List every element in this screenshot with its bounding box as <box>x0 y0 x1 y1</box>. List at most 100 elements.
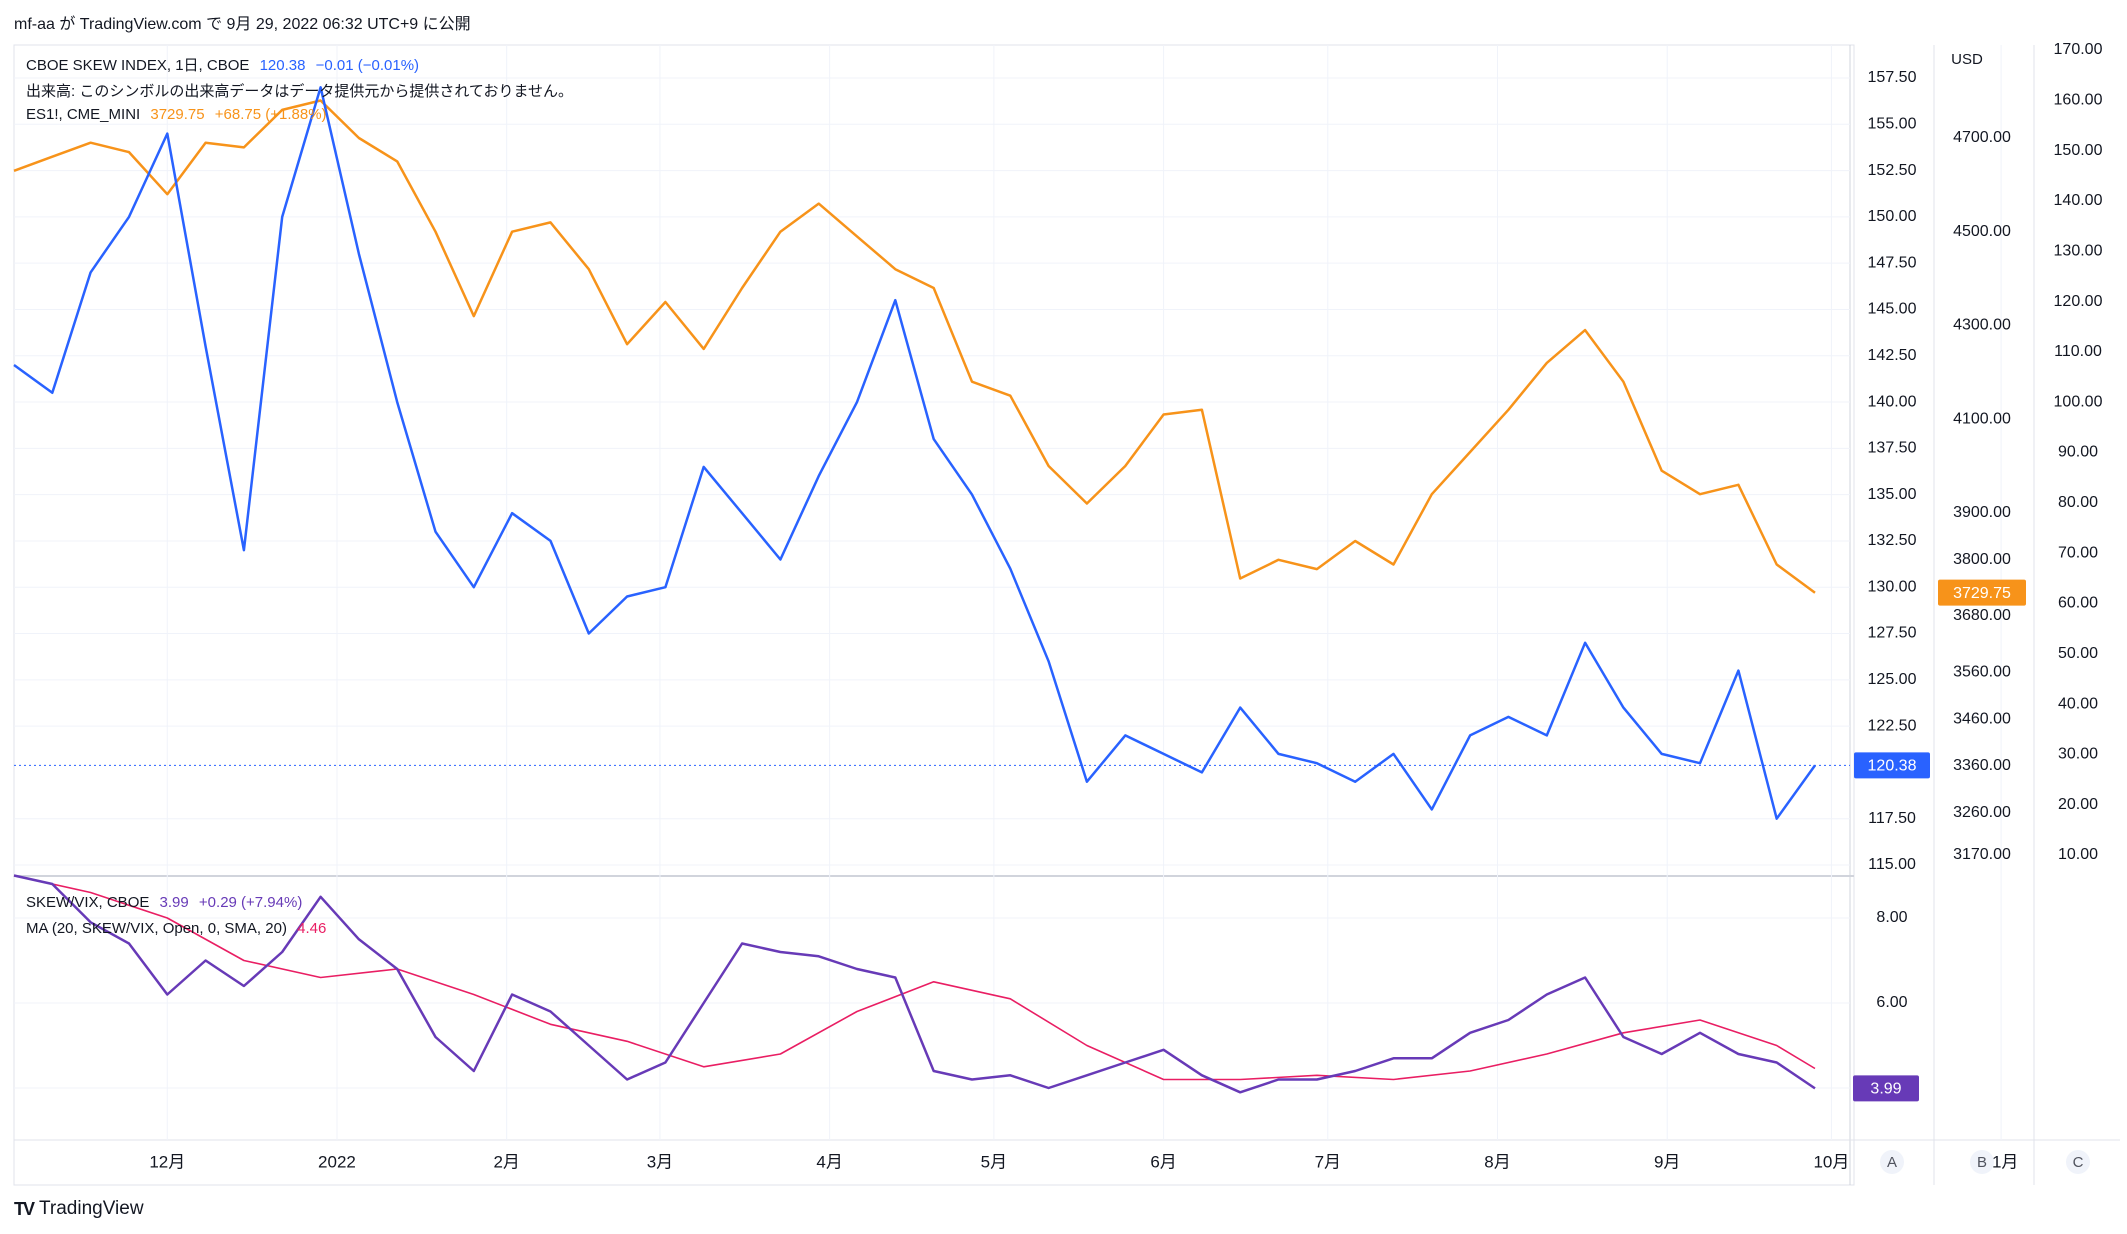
es-last-badge: 3729.75 <box>1953 585 2011 602</box>
x-tick-label: 2022 <box>318 1152 356 1171</box>
skew-axis-tick: 140.00 <box>1868 393 1917 410</box>
ratio-axis-tick: 8.00 <box>1876 909 1907 926</box>
skew-axis-tick: 145.00 <box>1868 301 1917 318</box>
skew-axis-tick: 152.50 <box>1868 162 1917 179</box>
x-tick-label: 2月 <box>493 1152 519 1171</box>
vix-axis-tick: 70.00 <box>2058 544 2098 561</box>
skew-axis-tick: 155.00 <box>1868 116 1917 133</box>
skew-axis-tick: 125.00 <box>1868 671 1917 688</box>
legend-main-symbol[interactable]: CBOE SKEW INDEX, 1日, CBOE <box>26 57 250 74</box>
skew-axis-tick: 117.50 <box>1868 810 1916 827</box>
legend-main-value: 120.38 <box>259 57 306 74</box>
vix-axis-tick: 50.00 <box>2058 645 2098 662</box>
skew-axis-tick: 157.50 <box>1868 69 1917 86</box>
skew-axis-tick: 122.50 <box>1868 717 1917 734</box>
series-layer <box>13 86 1850 1094</box>
legend-es-symbol[interactable]: ES1!, CME_MINI <box>26 106 141 123</box>
vix-axis-tick: 30.00 <box>2058 746 2098 763</box>
scale-button-b[interactable] <box>1970 1150 1994 1174</box>
skew-series-line <box>13 86 1817 820</box>
x-tick-label: 12月 <box>149 1152 185 1171</box>
legend-ratio-value: 3.99 <box>159 894 189 911</box>
vix-axis-tick: 140.00 <box>2054 192 2103 209</box>
es-axis-tick: 4100.00 <box>1953 410 2011 427</box>
chart-frame <box>13 44 1855 1186</box>
legend-ma: MA (20, SKEW/VIX, Open, 0, SMA, 20) 4.46 <box>26 920 332 937</box>
legend-ratio: SKEW/VIX, CBOE 3.99 +0.29 (+7.94%) <box>26 894 308 911</box>
skew-axis-tick: 132.50 <box>1868 532 1917 549</box>
skew-axis-tick: 142.50 <box>1868 347 1917 364</box>
legend-es: ES1!, CME_MINI 3729.75 +68.75 (+1.88%) <box>26 106 333 123</box>
vix-axis-tick: 20.00 <box>2058 796 2098 813</box>
skew-axis-tick: 135.00 <box>1868 486 1917 503</box>
usd-axis-header: USD <box>1951 51 1983 68</box>
x-tick-label: 4月 <box>816 1152 842 1171</box>
ratio-axis-tick: 6.00 <box>1876 994 1907 1011</box>
skew-axis-tick: 147.50 <box>1868 254 1917 271</box>
legend-ma-label[interactable]: MA (20, SKEW/VIX, Open, 0, SMA, 20) <box>26 920 287 937</box>
x-tick-label: 9月 <box>1654 1152 1680 1171</box>
scale-button-c[interactable] <box>2066 1150 2090 1174</box>
footer: TV TradingView <box>14 1198 144 1220</box>
publish-line: mf-aa が TradingView.com で 9月 29, 2022 06… <box>14 16 471 33</box>
es-axis-tick: 3800.00 <box>1953 551 2011 568</box>
es-axis-tick: 4700.00 <box>1953 129 2011 146</box>
vix-axis-tick: 160.00 <box>2054 92 2103 109</box>
ratio-last-badge: 3.99 <box>1870 1081 1901 1098</box>
vix-axis-tick: 10.00 <box>2058 846 2098 863</box>
axis-layer: 12月20222月3月4月5月6月7月8月9月10月11月28157.50155… <box>149 41 2103 1174</box>
legend-main-change: −0.01 (−0.01%) <box>315 57 420 74</box>
x-tick-label: 8月 <box>1484 1152 1510 1171</box>
es-axis-tick: 3460.00 <box>1953 710 2011 727</box>
vix-axis-tick: 130.00 <box>2054 242 2103 259</box>
scale-button-label[interactable]: A <box>1887 1154 1897 1171</box>
skew-axis-tick: 137.50 <box>1868 440 1917 457</box>
x-tick-label: 5月 <box>981 1152 1007 1171</box>
ratio-last-badge-bg <box>1853 1075 1919 1102</box>
skew-axis-tick: 130.00 <box>1868 578 1917 595</box>
vix-axis-tick: 80.00 <box>2058 494 2098 511</box>
x-tick-label: 10月 <box>1813 1152 1849 1171</box>
scale-button-a[interactable] <box>1880 1150 1904 1174</box>
legend-ratio-symbol[interactable]: SKEW/VIX, CBOE <box>26 894 150 911</box>
legend-es-change: +68.75 (+1.88%) <box>214 106 327 123</box>
es-axis-tick: 4500.00 <box>1953 223 2011 240</box>
x-tick-label: 7月 <box>1315 1152 1341 1171</box>
es-axis-tick: 3900.00 <box>1953 504 2011 521</box>
es-axis-tick: 3560.00 <box>1953 663 2011 680</box>
footer-brand[interactable]: TradingView <box>39 1198 144 1219</box>
es-last-badge-bg <box>1938 579 2026 606</box>
ma-series-line <box>13 874 1816 1081</box>
legend-volume-note: 出来高: このシンボルの出来高データはデータ提供元から提供されておりません。 <box>26 83 573 100</box>
legend-es-value: 3729.75 <box>150 106 205 123</box>
vix-axis-tick: 100.00 <box>2054 393 2103 410</box>
x-tick-label: 3月 <box>647 1152 673 1171</box>
skew-axis-tick: 127.50 <box>1868 625 1917 642</box>
skew-axis-tick: 115.00 <box>1868 856 1916 873</box>
skew-last-badge: 120.38 <box>1868 758 1917 775</box>
grid-lines <box>14 45 2002 1140</box>
vix-axis-tick: 90.00 <box>2058 444 2098 461</box>
es-axis-tick: 4300.00 <box>1953 317 2011 334</box>
es-axis-tick: 3170.00 <box>1953 846 2011 863</box>
skew-last-badge-bg <box>1854 752 1930 779</box>
vix-axis-tick: 150.00 <box>2054 142 2103 159</box>
es-axis-tick: 3260.00 <box>1953 804 2011 821</box>
x-tick-label: 6月 <box>1150 1152 1176 1171</box>
skew-axis-tick: 150.00 <box>1868 208 1917 225</box>
es-series-line <box>13 99 1816 594</box>
vix-axis-tick: 60.00 <box>2058 595 2098 612</box>
legend-ma-value: 4.46 <box>297 920 327 937</box>
legend-main: CBOE SKEW INDEX, 1日, CBOE 120.38 −0.01 (… <box>26 54 425 75</box>
legend-ratio-change: +0.29 (+7.94%) <box>198 894 303 911</box>
tradingview-logo-icon[interactable]: TV <box>14 1198 35 1219</box>
vix-axis-tick: 170.00 <box>2054 41 2103 58</box>
vix-axis-tick: 120.00 <box>2054 293 2103 310</box>
scale-button-label[interactable]: B <box>1977 1154 1987 1171</box>
vix-axis-tick: 110.00 <box>2054 343 2102 360</box>
scale-button-label[interactable]: C <box>2073 1154 2084 1171</box>
es-axis-tick: 3680.00 <box>1953 607 2011 624</box>
ratio-series-line <box>13 874 1816 1094</box>
es-axis-tick: 3360.00 <box>1953 757 2011 774</box>
